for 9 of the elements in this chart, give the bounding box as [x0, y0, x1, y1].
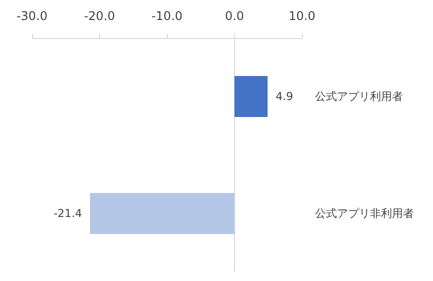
data-label: 4.9 [276, 90, 294, 103]
y-tick-label: 公式アプリ利用者 [315, 90, 403, 103]
x-tick-label: 10.0 [288, 9, 316, 23]
data-label: -21.4 [54, 207, 82, 220]
x-tick-label: -10.0 [151, 9, 183, 23]
x-tick-label: -20.0 [84, 9, 116, 23]
y-tick-label: 公式アプリ非利用者 [315, 207, 414, 220]
x-tick-label: 0.0 [224, 9, 244, 23]
x-tick-label: -30.0 [16, 9, 48, 23]
